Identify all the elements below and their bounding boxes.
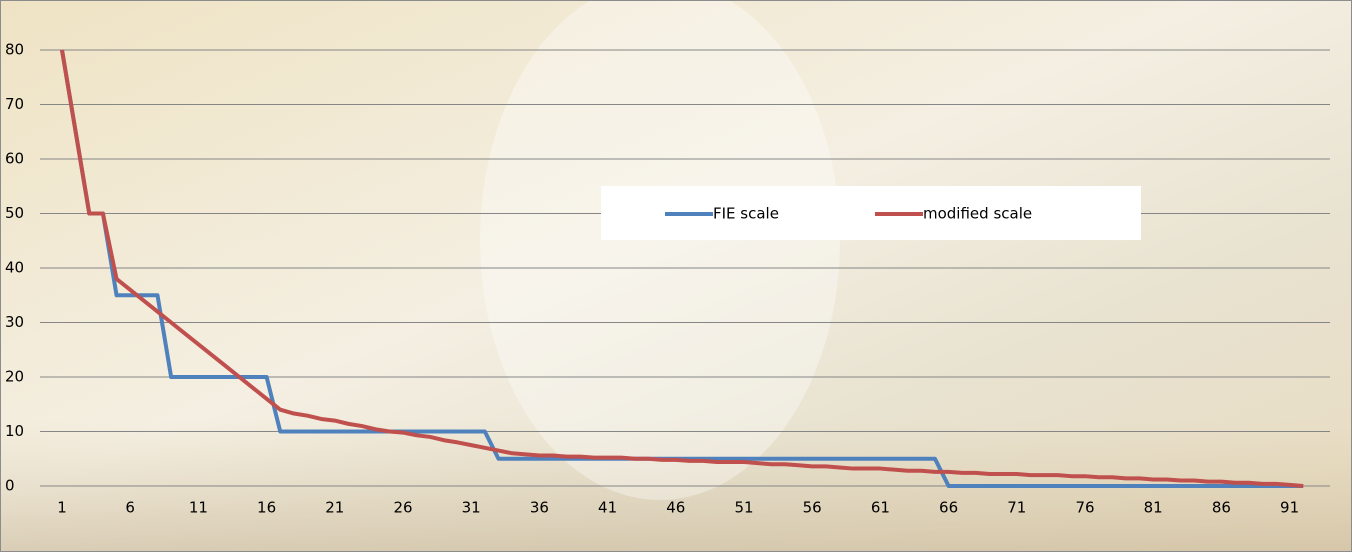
x-tick-label: 61 [871, 499, 890, 517]
legend-label: FIE scale [713, 205, 779, 223]
y-tick-label: 60 [5, 150, 24, 168]
y-tick-label: 50 [5, 204, 24, 222]
x-tick-label: 76 [1075, 499, 1094, 517]
x-tick-label: 11 [189, 499, 208, 517]
x-tick-label: 56 [803, 499, 822, 517]
y-tick-label: 30 [5, 313, 24, 331]
x-tick-label: 16 [257, 499, 276, 517]
x-tick-label: 41 [598, 499, 617, 517]
y-tick-label: 70 [5, 95, 24, 113]
x-tick-label: 81 [1144, 499, 1163, 517]
x-tick-label: 86 [1212, 499, 1231, 517]
x-tick-label: 26 [393, 499, 412, 517]
x-tick-label: 51 [734, 499, 753, 517]
background-blur [480, 0, 840, 500]
x-tick-label: 71 [1007, 499, 1026, 517]
y-tick-label: 40 [5, 259, 24, 277]
legend-label: modified scale [923, 205, 1032, 223]
x-tick-label: 1 [57, 499, 67, 517]
x-tick-label: 91 [1280, 499, 1299, 517]
y-tick-label: 0 [5, 477, 15, 495]
x-tick-label: 31 [462, 499, 481, 517]
x-tick-label: 66 [939, 499, 958, 517]
series-lines [60, 49, 1304, 488]
y-tick-label: 10 [5, 422, 24, 440]
series-line [60, 49, 1304, 488]
x-tick-label: 6 [125, 499, 135, 517]
x-tick-label: 46 [666, 499, 685, 517]
x-tick-label: 36 [530, 499, 549, 517]
x-tick-label: 21 [325, 499, 344, 517]
legend-items: FIE scale modified scale [665, 205, 1032, 223]
y-tick-label: 80 [5, 41, 24, 59]
y-tick-label: 20 [5, 368, 24, 386]
